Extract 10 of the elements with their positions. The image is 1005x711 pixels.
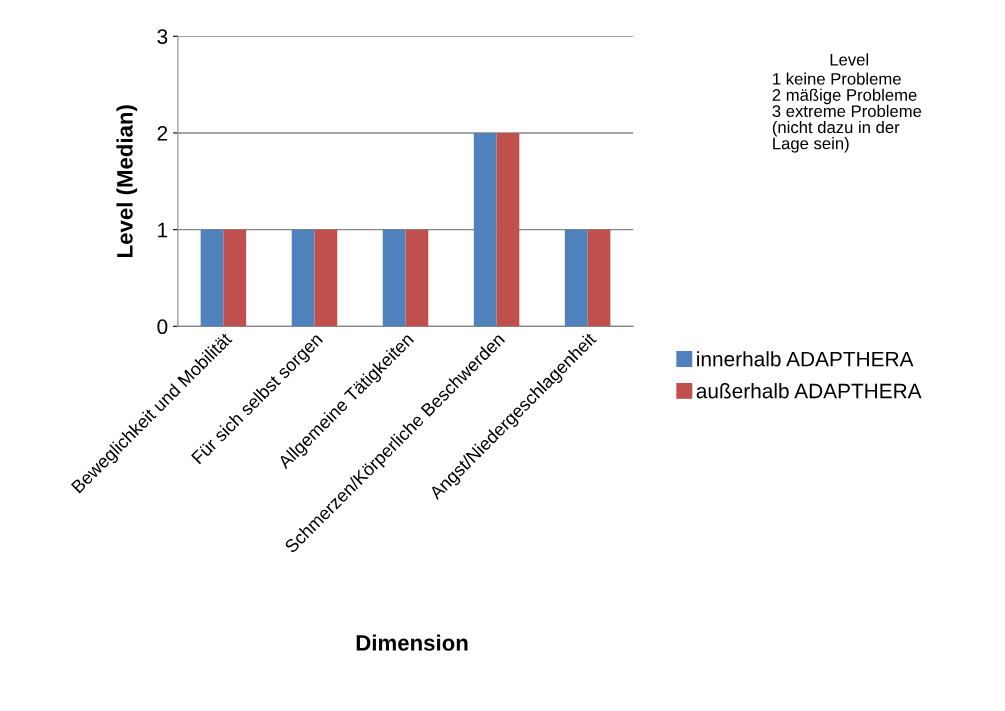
y-tick-label: 0: [157, 319, 168, 335]
y-axis-title: Level (Median): [116, 105, 138, 257]
text: Level: [830, 53, 869, 66]
y-tick-label: 1: [158, 222, 168, 238]
y-tick-label: 2: [157, 125, 168, 141]
legend-label: innerhalb ADAPTHERA: [697, 351, 914, 367]
text: 1 keine Probleme 2 mäßige Probleme 3 extreme Probleme (nicht dazu in der Lage sein): [772, 72, 922, 153]
legend-label: außerhalb ADAPTHERA: [696, 383, 922, 399]
x-axis-title: Dimension: [356, 634, 468, 651]
y-tick-label: 3: [157, 29, 168, 45]
